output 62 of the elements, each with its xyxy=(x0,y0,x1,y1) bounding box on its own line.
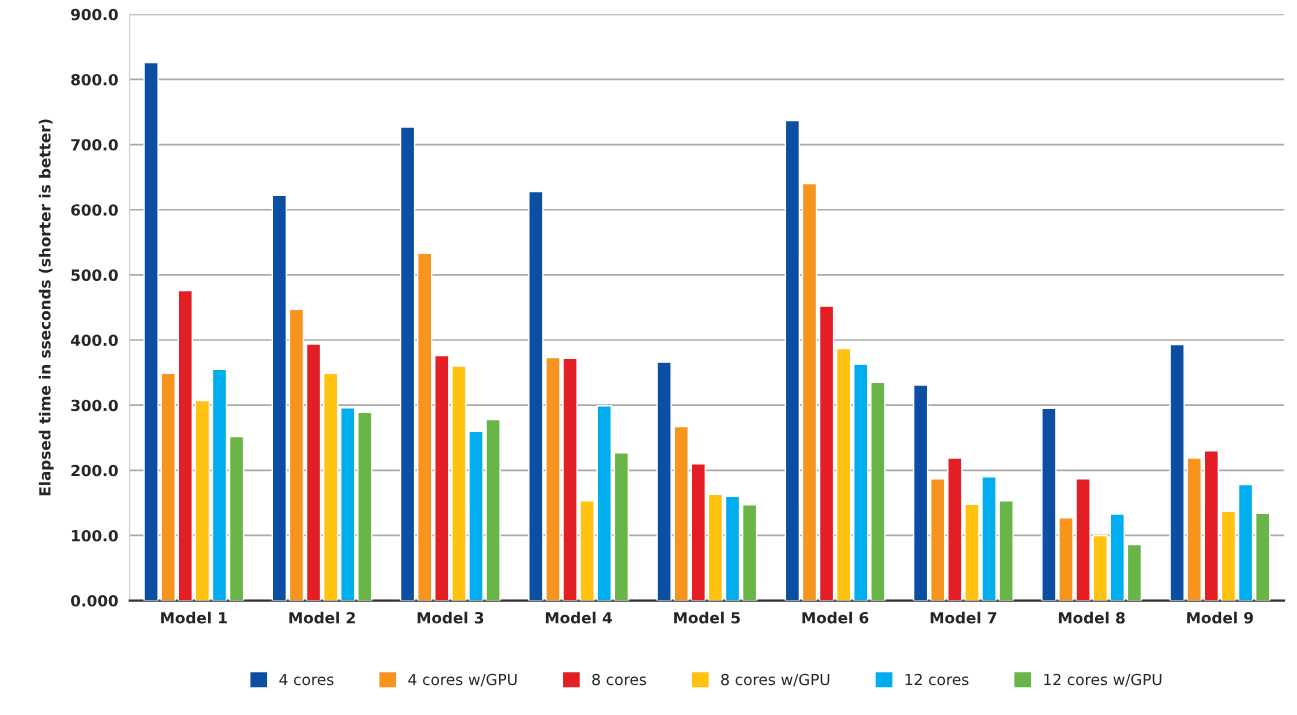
bar xyxy=(853,363,869,601)
bar xyxy=(656,361,672,601)
bar xyxy=(1186,457,1202,601)
bar xyxy=(1203,450,1220,601)
legend-label: 12 cores w/GPU xyxy=(1044,673,1162,687)
bar xyxy=(673,425,689,601)
legend-label: 12 cores xyxy=(905,673,969,686)
bar xyxy=(596,405,612,601)
x-tick-label: Model 3 xyxy=(417,611,484,624)
bar xyxy=(1169,343,1185,601)
legend-label: 4 cores xyxy=(279,673,334,686)
y-tick-label: 700.0 xyxy=(71,139,118,151)
y-tick-label: 300.0 xyxy=(71,399,118,412)
x-tick-label: Model 5 xyxy=(674,611,740,624)
legend-label: 8 cores w/GPU xyxy=(721,673,830,687)
bar xyxy=(784,119,801,601)
x-tick-label: Model 9 xyxy=(1187,611,1254,624)
bar xyxy=(211,368,228,601)
y-tick-label: 900.0 xyxy=(71,8,118,21)
bar xyxy=(322,372,339,601)
bar xyxy=(818,305,835,601)
bar xyxy=(1220,510,1237,601)
bar xyxy=(801,182,818,601)
y-tick-label: 400.0 xyxy=(70,334,118,347)
legend-label: 4 cores w/GPU xyxy=(408,673,517,687)
bar xyxy=(305,343,322,601)
x-tick-label: Model 1 xyxy=(161,611,227,624)
bar xyxy=(870,381,886,601)
bar xyxy=(399,126,416,601)
bar xyxy=(271,194,288,601)
x-tick-label: Model 4 xyxy=(545,611,612,624)
bar xyxy=(912,384,929,601)
y-tick-label: 0.000 xyxy=(71,595,118,607)
y-tick-label: 200.0 xyxy=(71,464,118,477)
bar xyxy=(288,308,305,601)
x-tick-label: Model 7 xyxy=(930,611,997,624)
y-axis-title: Elapsed time in sseconds (shorter is better) xyxy=(38,119,54,496)
bar xyxy=(340,407,356,601)
bar xyxy=(357,411,373,601)
bar xyxy=(228,435,245,601)
bar xyxy=(1126,543,1143,601)
y-tick-label: 600.0 xyxy=(71,204,118,216)
bar xyxy=(613,452,630,601)
bar xyxy=(1237,483,1254,601)
x-tick-label: Model 2 xyxy=(289,611,355,624)
x-tick-label: Model 6 xyxy=(802,611,869,624)
bar xyxy=(416,252,433,601)
bar xyxy=(194,399,211,601)
y-tick-label: 100.0 xyxy=(71,529,118,542)
bar xyxy=(690,463,707,601)
bar xyxy=(724,495,741,601)
y-tick-label: 800.0 xyxy=(71,73,118,86)
bar xyxy=(930,478,946,601)
bar xyxy=(741,504,758,601)
bar xyxy=(1254,512,1271,601)
bar xyxy=(177,289,193,601)
y-tick-label: 500.0 xyxy=(71,269,118,281)
legend-label: 8 cores xyxy=(592,673,647,686)
bar xyxy=(707,493,724,601)
bar xyxy=(1109,513,1125,601)
bar xyxy=(835,347,852,601)
x-tick-label: Model 8 xyxy=(1058,611,1125,624)
